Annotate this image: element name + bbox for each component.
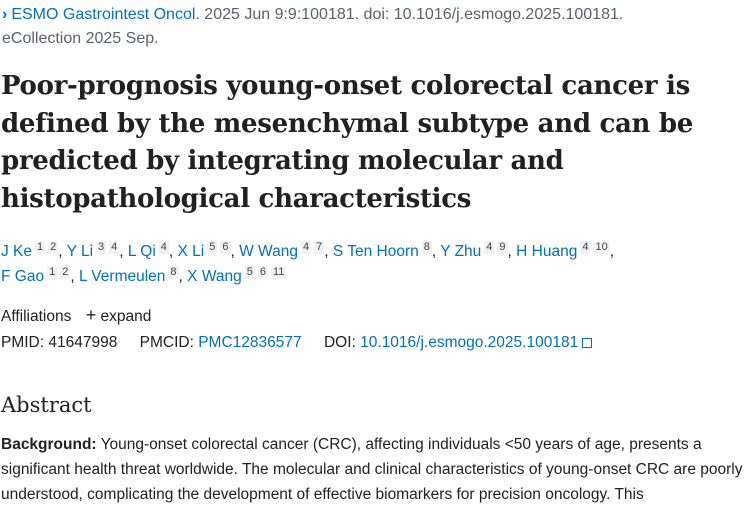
author-separator: , [70,268,79,285]
identifiers: PMID: 41647998 PMCID: PMC12836577 DOI: 1… [1,332,593,354]
affiliation-ref[interactable]: 11 [270,266,287,279]
affiliation-ref[interactable]: 2 [60,266,71,279]
affiliation-ref[interactable]: 10 [593,241,610,254]
affiliation-ref[interactable]: 4 [300,241,312,254]
citation: › ESMO Gastrointest Oncol. 2025 Jun 9:9:1… [2,3,623,51]
pmid-label: PMID: [1,334,45,351]
author-link[interactable]: W Wang [239,243,298,260]
journal-link[interactable]: ESMO Gastrointest Oncol. [11,6,200,23]
affiliation-ref[interactable]: 1 [47,266,58,279]
affiliation-ref[interactable]: 7 [314,241,325,254]
affiliation-ref[interactable]: 6 [257,266,268,279]
author-link[interactable]: S Ten Hoorn [332,243,419,260]
pmcid-link[interactable]: PMC12836577 [198,334,302,351]
affiliation-ref[interactable]: 4 [484,241,495,254]
affiliation-ref[interactable]: 3 [96,241,107,254]
author-link[interactable]: J Ke [1,243,33,260]
author-link[interactable]: Y Li [66,243,94,260]
affiliations-label: Affiliations [1,308,72,325]
author-link[interactable]: L Qi [127,243,156,260]
author-separator: , [119,243,128,260]
affiliation-ref[interactable]: 5 [244,266,255,279]
author-separator: , [230,243,240,260]
affiliation-ref[interactable]: 4 [109,241,120,254]
author-link[interactable]: X Wang [187,268,242,285]
author-link[interactable]: L Vermeulen [78,268,166,285]
author-link[interactable]: Y Zhu [440,243,482,260]
abstract-heading: Abstract [1,393,92,417]
author-link[interactable]: F Gao [1,268,45,285]
author-separator: , [507,243,517,260]
affiliation-ref[interactable]: 8 [421,241,432,254]
affiliation-ref[interactable]: 5 [207,241,218,254]
pmid-value: 41647998 [48,334,118,351]
author-separator: , [431,243,441,260]
doi-label: DOI: [323,334,356,351]
author-separator: , [324,243,333,260]
doi-link[interactable]: 10.1016/j.esmogo.2025.100181 [360,334,593,351]
author-separator: , [609,243,615,260]
author-separator: , [58,243,67,260]
affiliation-ref[interactable]: 4 [158,241,169,254]
author-separator: , [168,243,178,260]
affiliation-ref[interactable]: 1 [35,241,46,254]
plus-icon: + [85,305,97,325]
abstract-background: Background: Young-onset colorectal cance… [1,432,746,507]
authors-list: J Ke 1 2, Y Li 3 4, L Qi 4, X Li 5 6, W Wang 4 7,… [1,239,746,289]
expand-label[interactable]: expand [100,308,152,325]
article-title: Poor-prognosis young-onset colorectal ca… [1,71,694,214]
author-link[interactable]: H Huang [516,243,578,260]
citation-details: 2025 Jun 9:9:100181. doi: 10.1016/j.esmo… [199,6,624,23]
pmcid-label: PMCID: [139,334,194,351]
affiliations-toggle[interactable]: Affiliations + expand [1,304,151,328]
background-label: Background: [1,436,97,453]
external-link-icon [582,338,593,348]
affiliation-ref[interactable]: 2 [48,241,59,254]
author-link[interactable]: X Li [177,243,205,260]
chevron-right-icon[interactable]: › [2,6,8,23]
author-separator: , [178,268,188,285]
affiliation-ref[interactable]: 9 [497,241,508,254]
affiliation-ref[interactable]: 8 [168,266,179,279]
ecollection: eCollection 2025 Sep. [2,30,159,47]
doi-value: 10.1016/j.esmogo.2025.100181 [360,334,579,351]
affiliation-ref[interactable]: 4 [580,241,591,254]
background-text: Young-onset colorectal cancer (CRC), aff… [1,436,743,503]
affiliation-ref[interactable]: 6 [220,241,231,254]
